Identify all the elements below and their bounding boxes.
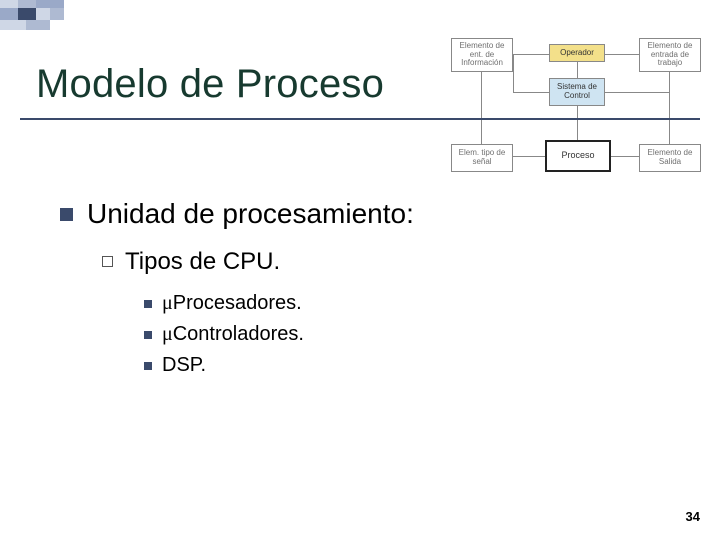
slide-body: Unidad de procesamiento: Tipos de CPU. μ… <box>60 198 660 377</box>
bullet-lvl3: μProcesadores. <box>144 292 660 315</box>
bullet-lvl2: Tipos de CPU. <box>102 248 660 276</box>
title-underline <box>20 118 700 120</box>
small-square-bullet-icon <box>144 300 152 308</box>
bullet-lvl3-text: μControladores. <box>162 323 304 346</box>
square-bullet-icon <box>60 208 73 221</box>
bullet-lvl3-text: μProcesadores. <box>162 292 302 315</box>
page-number: 34 <box>686 509 700 524</box>
hollow-square-bullet-icon <box>102 256 113 267</box>
slide-title: Modelo de Proceso <box>36 62 384 107</box>
bullet-lvl3: μControladores. <box>144 323 660 346</box>
small-square-bullet-icon <box>144 331 152 339</box>
bullet-lvl1-text: Unidad de procesamiento: <box>87 198 414 230</box>
bullet-lvl3: DSP. <box>144 354 660 377</box>
slide: Modelo de Proceso Unidad de procesamient… <box>0 0 720 540</box>
small-square-bullet-icon <box>144 362 152 370</box>
bullet-lvl2-text: Tipos de CPU. <box>125 248 280 276</box>
bullet-lvl3-text: DSP. <box>162 354 206 377</box>
bullet-lvl1: Unidad de procesamiento: <box>60 198 660 230</box>
